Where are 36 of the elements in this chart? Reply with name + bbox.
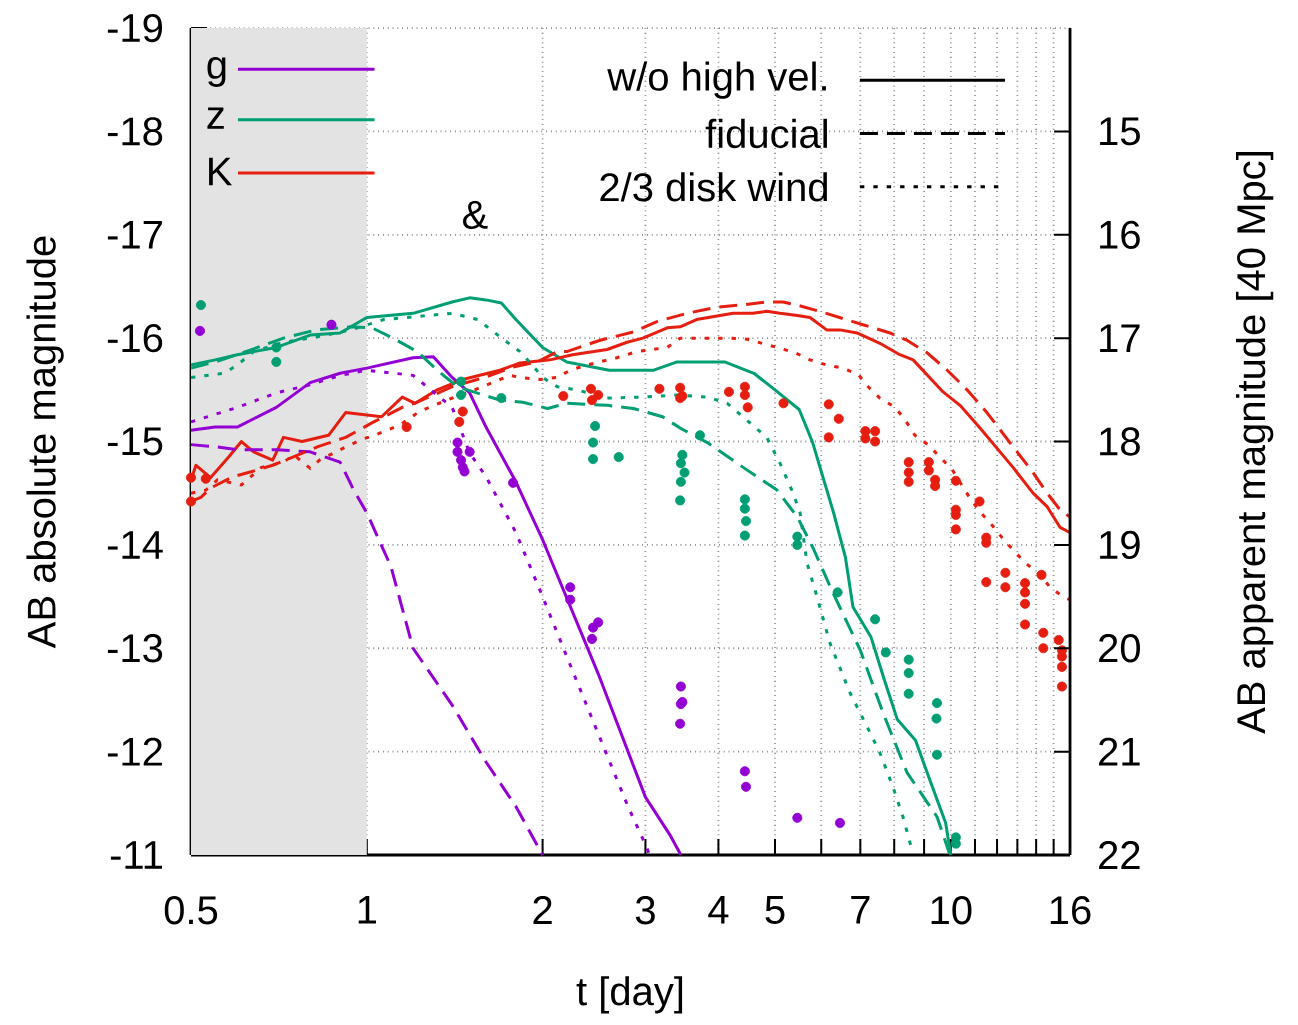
y2-tick-label: 15 [1100, 117, 1140, 146]
y2-tick-label: 18 [1100, 427, 1140, 456]
y-tick-label: -17 [107, 221, 162, 249]
x-tick-label: 5 [765, 896, 785, 924]
y-tick-label: -12 [107, 737, 162, 766]
x-tick-label: 4 [708, 896, 729, 924]
y-tick-label: -11 [110, 841, 162, 869]
x-axis-title: t [day] [576, 976, 683, 1014]
legend-label: K [209, 157, 233, 186]
y2-tick-label: 21 [1099, 737, 1140, 766]
x-tick-label: 1 [358, 896, 376, 924]
y2-tick-label: 20 [1099, 634, 1140, 663]
x-tick-label: 0.5 [164, 896, 218, 925]
y2-tick-label: 16 [1100, 220, 1140, 249]
y-tick-label: -16 [107, 324, 163, 353]
y-tick-label: -18 [107, 117, 163, 146]
x-tick-label: 3 [635, 896, 655, 925]
annotation: 2/3 disk wind [600, 172, 827, 202]
legend-label: z [207, 107, 224, 129]
y2-tick-label: 17 [1100, 324, 1140, 352]
y-tick-label: -15 [107, 427, 163, 456]
legend-label: g [207, 57, 226, 87]
y2-tick-label: 22 [1099, 841, 1140, 869]
y-axis-title: AB absolute magnitude [26, 236, 64, 649]
annotation: w/o high vel. [607, 61, 826, 99]
y2-tick-label: 19 [1100, 530, 1140, 560]
y2-axis-title: AB apparent magnitude [40 Mpc] [1235, 152, 1274, 734]
x-tick-label: 2 [533, 896, 552, 925]
y-tick-label: -19 [107, 13, 163, 43]
x-tick-label: 10 [931, 896, 972, 925]
y-tick-label: -14 [107, 531, 163, 559]
x-tick-label: 7 [851, 896, 870, 924]
x-tick-label: 16 [1050, 896, 1091, 925]
annotation: fiducial [705, 118, 827, 149]
y-tick-label: -13 [107, 634, 163, 663]
annotation: & [462, 200, 488, 229]
